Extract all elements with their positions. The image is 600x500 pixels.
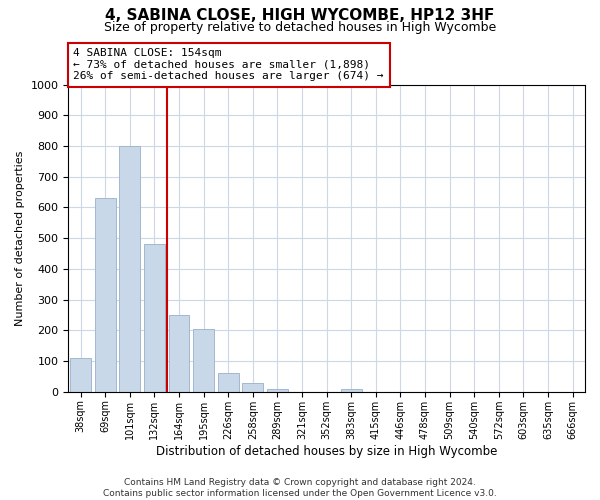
Text: 4 SABINA CLOSE: 154sqm
← 73% of detached houses are smaller (1,898)
26% of semi-: 4 SABINA CLOSE: 154sqm ← 73% of detached… <box>73 48 384 82</box>
Bar <box>242 382 263 392</box>
Bar <box>119 146 140 392</box>
X-axis label: Distribution of detached houses by size in High Wycombe: Distribution of detached houses by size … <box>156 444 497 458</box>
Text: Size of property relative to detached houses in High Wycombe: Size of property relative to detached ho… <box>104 21 496 34</box>
Bar <box>144 244 165 392</box>
Bar <box>70 358 91 392</box>
Bar <box>218 374 239 392</box>
Text: 4, SABINA CLOSE, HIGH WYCOMBE, HP12 3HF: 4, SABINA CLOSE, HIGH WYCOMBE, HP12 3HF <box>106 8 494 22</box>
Bar <box>169 315 190 392</box>
Bar <box>95 198 116 392</box>
Bar <box>341 388 362 392</box>
Text: Contains HM Land Registry data © Crown copyright and database right 2024.
Contai: Contains HM Land Registry data © Crown c… <box>103 478 497 498</box>
Bar <box>267 388 288 392</box>
Y-axis label: Number of detached properties: Number of detached properties <box>15 150 25 326</box>
Bar <box>193 329 214 392</box>
